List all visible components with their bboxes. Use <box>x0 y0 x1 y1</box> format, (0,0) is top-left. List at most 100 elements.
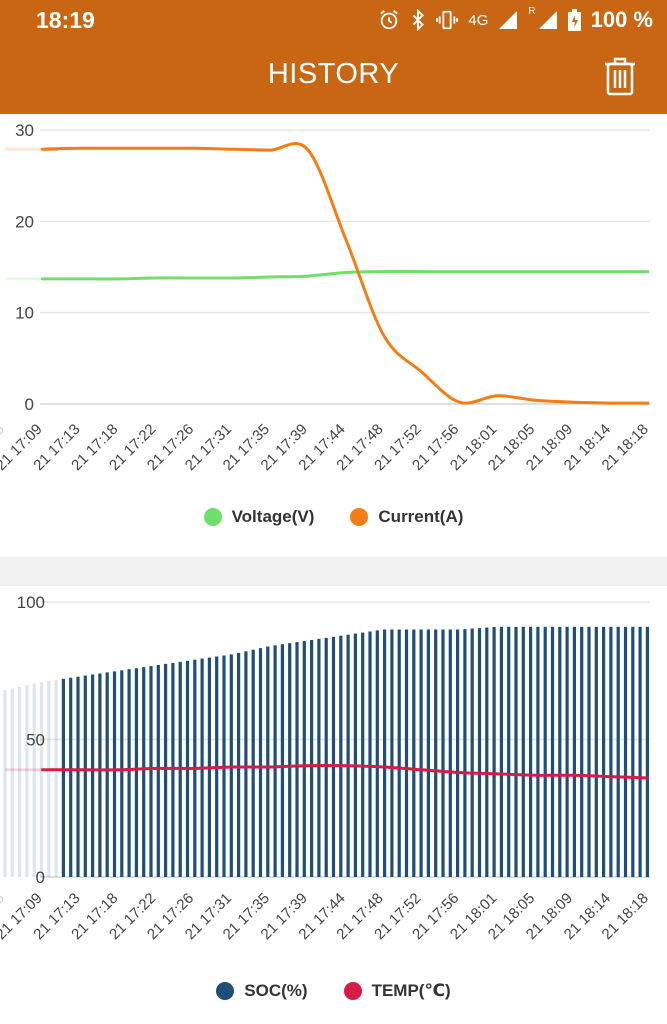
legend-label-voltage: Voltage(V) <box>231 507 315 526</box>
soc-bar <box>258 648 263 877</box>
signal-icon <box>499 11 518 29</box>
y-tick-label: 30 <box>15 121 34 140</box>
soc-bar <box>346 634 350 877</box>
soc-bar <box>434 629 438 877</box>
soc-bar <box>164 663 168 877</box>
soc-bar <box>594 626 598 878</box>
soc-bar <box>61 678 65 877</box>
battery-charging-icon <box>567 9 581 31</box>
soc-bar <box>134 668 138 877</box>
network-type: 4G <box>468 11 489 29</box>
soc-bar <box>521 626 525 878</box>
soc-bar <box>237 652 241 877</box>
soc-bar <box>514 626 518 878</box>
soc-bar <box>448 629 452 877</box>
chart1-legend: Voltage(V) Current(A) <box>0 507 667 527</box>
alarm-icon <box>380 10 399 30</box>
soc-bar <box>368 631 372 877</box>
voltage-legend-dot <box>203 508 222 526</box>
soc-bar <box>565 626 569 878</box>
soc-bar <box>412 629 416 877</box>
soc-bar <box>47 680 51 877</box>
soc-bar <box>529 626 533 878</box>
legend-item-voltage[interactable]: Voltage(V) <box>203 507 315 527</box>
vibrate-icon <box>436 10 459 30</box>
soc-bar <box>331 636 336 877</box>
legend-item-temp[interactable]: TEMP(℃) <box>343 981 451 1001</box>
soc-bar <box>280 644 284 877</box>
soc-bar <box>83 675 87 877</box>
soc-bar <box>572 626 576 878</box>
status-time: 18:19 <box>36 7 95 33</box>
soc-bar <box>32 683 36 877</box>
soc-bar <box>477 628 482 877</box>
legend-item-soc[interactable]: SOC(%) <box>216 981 308 1001</box>
soc-bar <box>171 662 175 877</box>
legend-label-soc: SOC(%) <box>244 981 308 1000</box>
trash-icon[interactable] <box>603 56 637 96</box>
legend-item-current[interactable]: Current(A) <box>350 507 463 527</box>
soc-bar <box>426 629 430 877</box>
soc-bar <box>302 641 306 877</box>
soc-bar <box>375 630 379 877</box>
soc-bar <box>266 646 270 877</box>
soc-bar <box>485 627 489 877</box>
soc-bar <box>441 629 445 877</box>
soc-bar <box>580 626 584 878</box>
legend-label-temp: TEMP(℃) <box>371 981 451 1000</box>
soc-bar <box>105 672 109 877</box>
soc-bar <box>470 628 474 877</box>
soc-bar <box>18 686 22 877</box>
soc-bar <box>397 629 401 877</box>
status-icons: 4G R 100 % <box>378 6 653 34</box>
soc-bar <box>499 626 503 878</box>
soc-bar <box>456 629 460 877</box>
y-tick-label: 0 <box>36 868 45 887</box>
temp-line <box>41 763 650 780</box>
soc-bar <box>536 626 540 878</box>
soc-bar <box>645 626 649 878</box>
section-divider <box>0 557 667 586</box>
chart2-legend: SOC(%) TEMP(℃) <box>0 981 667 1001</box>
soc-bar <box>353 633 357 877</box>
roaming-indicator: R <box>528 6 536 17</box>
y-tick-label: 20 <box>15 212 34 231</box>
soc-bar <box>616 626 620 878</box>
soc-bar <box>295 642 299 877</box>
y-tick-label: 100 <box>17 593 45 612</box>
battery-percentage: 100 % <box>590 7 653 32</box>
soc-bar <box>317 638 321 877</box>
soc-bar <box>288 643 292 877</box>
soc-bar <box>120 670 124 877</box>
soc-bar <box>112 671 117 877</box>
soc-bar <box>550 626 555 878</box>
soc-bar <box>492 627 496 877</box>
page-title: HISTORY <box>267 58 400 90</box>
soc-bar <box>54 679 58 877</box>
legend-label-current: Current(A) <box>378 507 464 526</box>
soc-bar <box>142 667 146 877</box>
soc-bar <box>507 626 511 878</box>
soc-bar <box>419 629 423 877</box>
y-tick-label: 0 <box>25 395 34 414</box>
soc-bar <box>149 666 153 877</box>
soc-bar <box>631 626 635 878</box>
y-tick-label: 50 <box>26 731 45 750</box>
y-tick-label: 10 <box>15 304 34 323</box>
soc-bar <box>609 626 613 878</box>
bluetooth-icon <box>413 9 425 31</box>
soc-bar <box>310 640 314 877</box>
soc-bar <box>361 632 365 877</box>
soc-bar <box>623 626 628 878</box>
soc-bar <box>244 651 248 877</box>
soc-legend-dot <box>216 982 235 1000</box>
app-bar: HISTORY <box>0 40 667 114</box>
soc-bar <box>251 649 255 877</box>
soc-bar <box>273 645 277 877</box>
soc-bar <box>558 626 562 878</box>
soc-bar <box>543 626 547 878</box>
soc-bar <box>390 629 394 877</box>
voltage-line <box>40 270 649 281</box>
